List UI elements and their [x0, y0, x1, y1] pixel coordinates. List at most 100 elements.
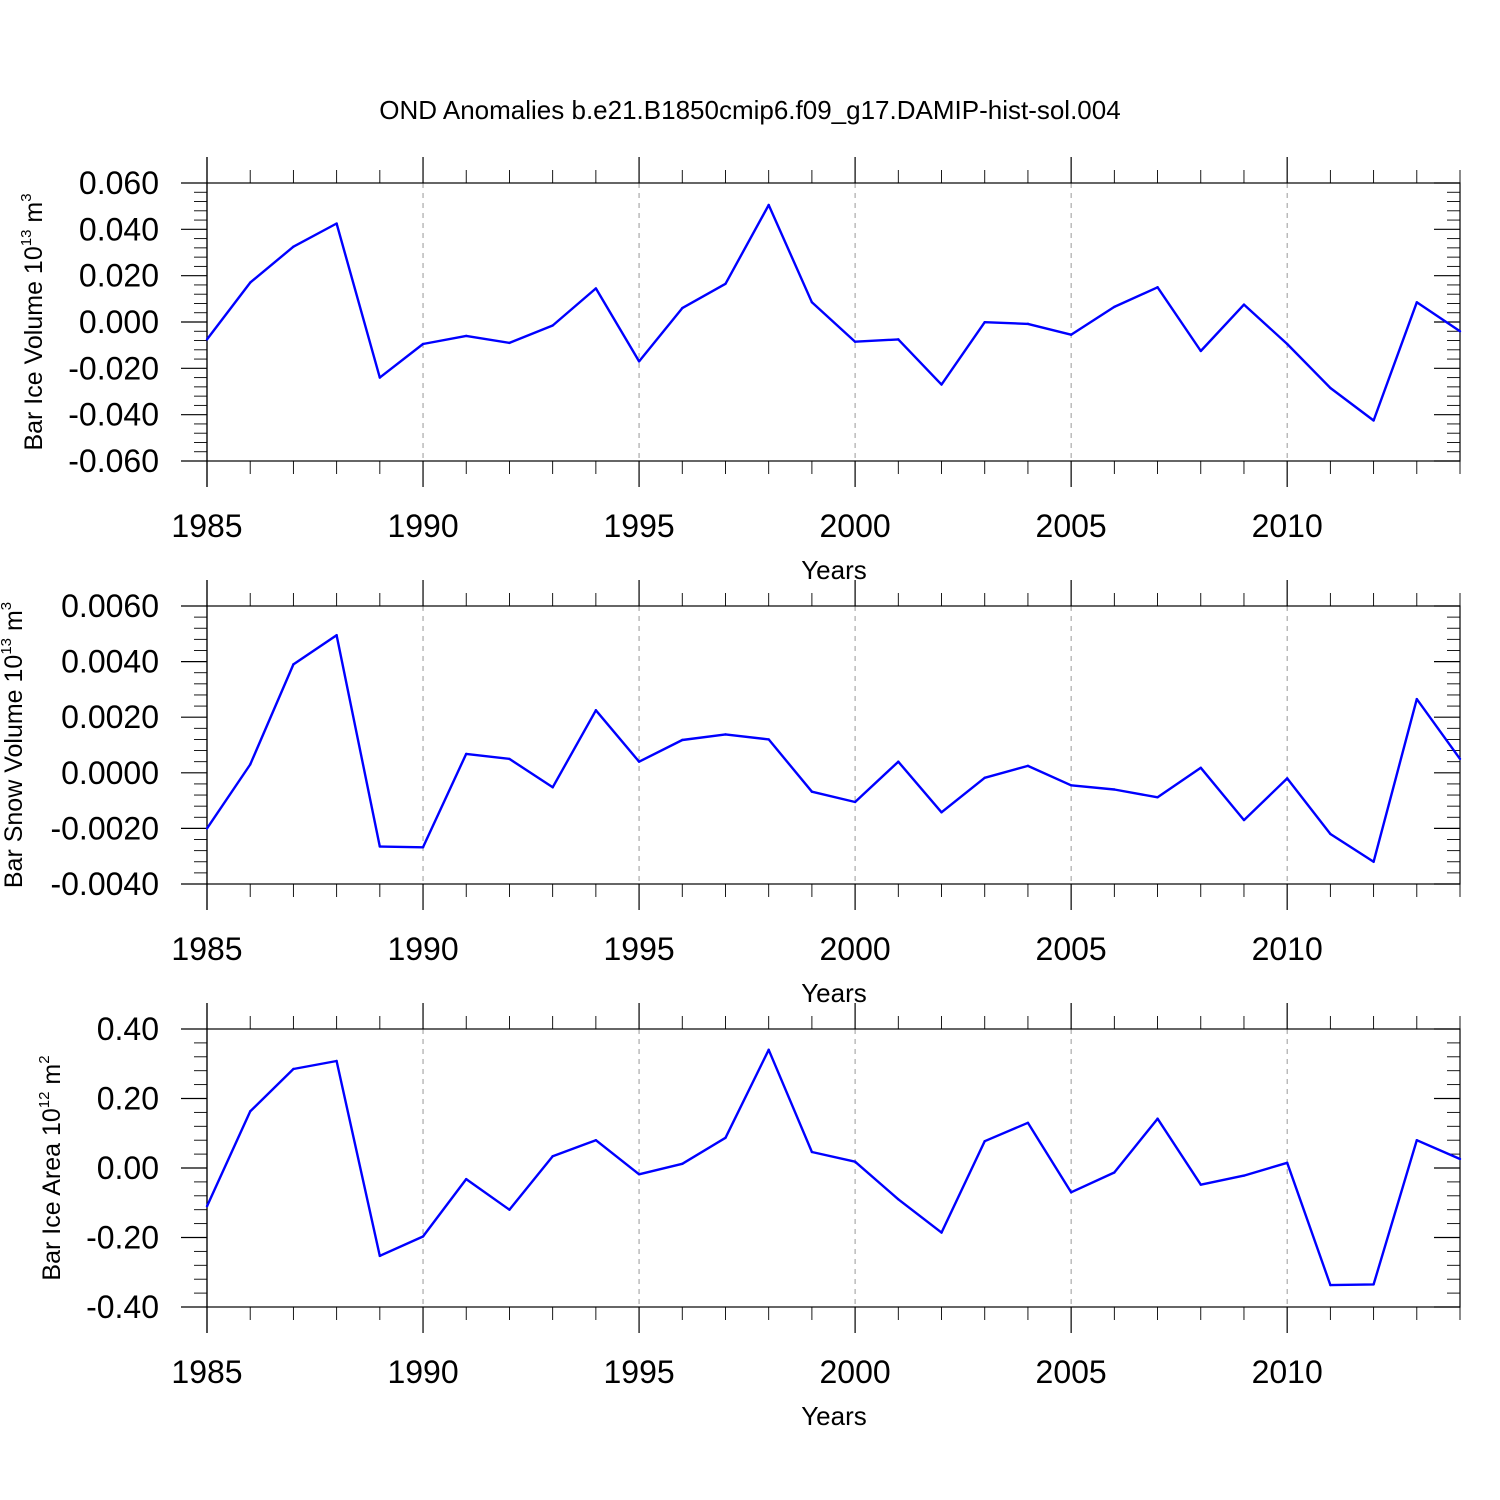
data-point — [897, 760, 900, 763]
data-point — [249, 281, 252, 284]
figure-title: OND Anomalies b.e21.B1850cmip6.f09_g17.D… — [379, 95, 1120, 125]
data-point — [594, 1139, 598, 1142]
data-point — [1285, 777, 1289, 780]
data-point — [1199, 1183, 1202, 1186]
y-tick-label: 0.040 — [79, 211, 159, 247]
x-tick-label: 1995 — [603, 1354, 674, 1390]
data-point — [767, 1048, 770, 1052]
data-point — [1026, 764, 1030, 768]
data-point — [983, 776, 986, 780]
y-tick-label: -0.40 — [86, 1289, 159, 1325]
y-tick-label: 0.00 — [97, 1150, 159, 1186]
data-point — [1242, 1174, 1246, 1177]
x-axis-title: Years — [801, 1401, 867, 1431]
data-point — [810, 1150, 814, 1154]
data-point — [1113, 305, 1116, 309]
data-point — [940, 811, 943, 814]
data-point — [681, 738, 684, 742]
data-point — [983, 321, 986, 324]
data-point — [1372, 1283, 1375, 1286]
series-line — [206, 203, 1461, 422]
data-point — [1242, 818, 1246, 822]
data-point — [465, 1177, 468, 1181]
data-point — [465, 334, 468, 338]
data-point — [465, 752, 468, 756]
data-point — [421, 846, 425, 849]
y-tick-label: 0.0000 — [61, 755, 159, 791]
x-tick-label: 2000 — [820, 1354, 891, 1390]
y-axis-title: Bar Ice Volume 1013 m3 — [18, 193, 48, 450]
data-point — [205, 338, 209, 341]
data-point — [940, 1231, 943, 1234]
data-point — [853, 1160, 857, 1163]
data-point — [378, 376, 382, 379]
data-point — [637, 1173, 641, 1176]
y-tick-label: 0.0060 — [61, 588, 159, 624]
y-axis-title: Bar Ice Area 1012 m2 — [36, 1055, 66, 1280]
chart-panel-1: 1985 1990 1995 2000 2005 2010 -0.060 -0.040 -0.0… — [18, 157, 1462, 585]
x-tick-label: 1985 — [171, 508, 242, 544]
data-point — [205, 827, 209, 830]
data-point — [508, 757, 511, 761]
data-point — [1285, 1161, 1289, 1164]
data-point — [853, 340, 857, 343]
data-point — [810, 301, 814, 304]
data-point — [1329, 386, 1332, 390]
data-point — [1069, 1191, 1073, 1194]
data-point — [1329, 832, 1332, 836]
y-tick-label: 0.000 — [79, 304, 159, 340]
x-axis-title: Years — [801, 978, 867, 1008]
data-point — [1285, 342, 1289, 346]
data-point — [292, 1067, 295, 1071]
data-point — [1113, 1171, 1116, 1174]
data-point — [983, 1140, 986, 1143]
x-tick-label: 1990 — [387, 508, 458, 544]
data-point — [594, 709, 598, 712]
data-point — [1113, 788, 1116, 791]
series-line — [205, 1048, 1461, 1287]
data-point — [1458, 1157, 1462, 1161]
data-point — [1026, 322, 1030, 326]
data-point — [897, 338, 900, 341]
x-tick-label: 1985 — [171, 1354, 242, 1390]
data-point — [853, 800, 857, 804]
data-point — [637, 360, 641, 363]
data-point — [1372, 860, 1375, 863]
data-point — [508, 341, 511, 345]
data-point — [1156, 796, 1159, 799]
chart-panel-3: 1985 1990 1995 2000 2005 2010 -0.40 -0.20 0.00 0.… — [36, 1003, 1462, 1431]
data-point — [421, 342, 425, 346]
data-point — [551, 786, 554, 789]
y-tick-label: -0.060 — [68, 443, 159, 479]
data-point — [940, 383, 943, 386]
y-tick-label: -0.0020 — [50, 810, 159, 846]
x-tick-label: 1995 — [603, 931, 674, 967]
data-point — [508, 1208, 511, 1211]
data-point — [637, 760, 641, 763]
data-point — [335, 222, 338, 225]
data-point — [1372, 419, 1375, 422]
x-tick-label: 2000 — [820, 508, 891, 544]
data-point — [378, 845, 382, 848]
data-point — [1069, 333, 1073, 336]
data-point — [1199, 349, 1202, 353]
y-tick-label: -0.20 — [86, 1220, 159, 1256]
x-tick-label: 2010 — [1252, 1354, 1323, 1390]
data-point — [724, 733, 727, 736]
x-tick-label: 1985 — [171, 931, 242, 967]
data-point — [378, 1254, 382, 1258]
data-point — [681, 306, 684, 310]
x-tick-label: 2010 — [1252, 931, 1323, 967]
data-point — [551, 324, 554, 327]
data-point — [249, 763, 252, 766]
y-tick-label: -0.040 — [68, 397, 159, 433]
y-tick-label: -0.020 — [68, 350, 159, 386]
x-tick-label: 1995 — [603, 508, 674, 544]
data-point — [1156, 286, 1159, 289]
data-point — [724, 282, 727, 285]
y-tick-label: 0.40 — [97, 1011, 159, 1047]
y-tick-label: -0.0040 — [50, 866, 159, 902]
data-point — [897, 1198, 900, 1201]
chart-panel-2: 1985 1990 1995 2000 2005 2010 -0.0040 -0.0020 0.… — [0, 580, 1462, 1008]
